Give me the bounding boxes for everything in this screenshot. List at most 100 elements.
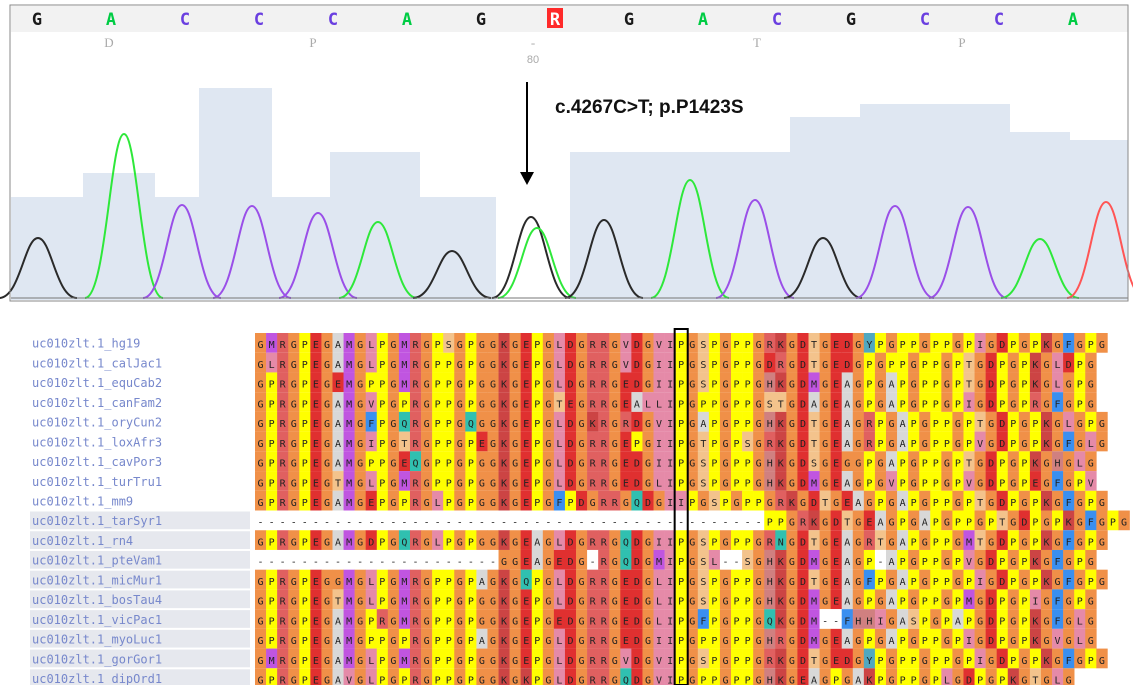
residue-cell	[786, 392, 798, 412]
residue-cell	[719, 530, 732, 550]
residue-letter: G	[689, 340, 695, 351]
residue-cell	[1074, 411, 1086, 432]
residue-letter: D	[811, 498, 817, 509]
residue-letter: A	[900, 439, 906, 450]
residue-cell	[421, 668, 433, 685]
residue-cell	[930, 372, 942, 393]
residue-letter: G	[889, 676, 895, 685]
residue-cell	[299, 392, 311, 412]
residue-cell	[288, 589, 300, 610]
residue-cell	[631, 352, 643, 373]
residue-letter: I	[667, 636, 673, 647]
residue-cell	[996, 530, 1009, 550]
residue-cell	[963, 668, 975, 685]
residue-letter: G	[357, 597, 363, 608]
residue-letter: G	[645, 676, 651, 685]
trace-peak	[650, 178, 730, 299]
residue-letter: P	[1021, 616, 1027, 627]
residue-letter: A	[844, 557, 850, 568]
residue-letter: P	[302, 597, 308, 608]
residue-cell	[675, 333, 688, 353]
residue-cell	[1096, 333, 1108, 353]
residue-letter: G	[424, 380, 430, 391]
residue-letter: G	[922, 340, 928, 351]
residue-letter: I	[1032, 597, 1038, 608]
residue-cell	[620, 530, 632, 550]
residue-cell	[1074, 589, 1086, 610]
sequence-name: uc010zlt.1_canFam2	[32, 396, 162, 410]
residue-cell	[1029, 333, 1042, 353]
residue-letter: R	[280, 340, 287, 351]
residue-letter: L	[1055, 676, 1061, 685]
residue-cell	[387, 431, 400, 452]
residue-cell	[753, 490, 765, 511]
residue-letter: G	[1088, 360, 1094, 371]
residue-letter: D	[567, 636, 573, 647]
residue-cell	[387, 471, 400, 491]
residue-cell	[598, 372, 610, 393]
residue-cell	[531, 372, 544, 393]
residue-cell	[1074, 510, 1086, 531]
residue-cell	[764, 431, 776, 452]
residue-letter: P	[534, 340, 540, 351]
residue-cell	[299, 609, 311, 629]
residue-cell	[797, 490, 809, 511]
residue-cell	[609, 471, 621, 491]
residue-cell	[620, 609, 632, 629]
quality-bar	[199, 88, 272, 300]
residue-letter: D	[999, 419, 1005, 430]
residue-letter: G	[512, 577, 518, 588]
residue-letter: P	[734, 360, 740, 371]
residue-letter: G	[1055, 537, 1061, 548]
residue-letter: -	[745, 518, 751, 529]
residue-cell	[498, 609, 510, 629]
residue-letter: V	[656, 419, 662, 430]
residue-cell	[852, 648, 865, 669]
residue-cell	[974, 392, 986, 412]
residue-letter: E	[833, 597, 839, 608]
residue-letter: T	[977, 498, 983, 509]
residue-cell	[398, 372, 411, 393]
residue-cell	[1052, 471, 1064, 491]
residue-letter: P	[745, 419, 751, 430]
residue-cell	[620, 392, 632, 412]
residue-letter: -	[822, 616, 828, 627]
residue-letter: P	[1032, 498, 1038, 509]
residue-letter: G	[722, 577, 728, 588]
residue-letter: G	[1043, 597, 1049, 608]
residue-letter: G	[822, 340, 828, 351]
residue-cell	[930, 411, 942, 432]
residue-letter: P	[468, 459, 474, 470]
residue-cell	[786, 589, 798, 610]
residue-cell	[421, 609, 433, 629]
sequence-name: uc010zlt.1_tarSyr1	[32, 514, 162, 528]
residue-cell	[542, 392, 555, 412]
residue-cell	[708, 628, 721, 649]
residue-cell	[255, 490, 267, 511]
residue-cell	[708, 530, 721, 550]
residue-letter: G	[855, 399, 861, 410]
residue-cell	[985, 609, 997, 629]
residue-cell	[365, 490, 378, 511]
residue-letter: M	[346, 498, 352, 509]
residue-letter: G	[1077, 656, 1083, 667]
residue-cell	[1029, 392, 1042, 412]
residue-cell	[476, 510, 488, 531]
residue-cell	[531, 510, 544, 531]
residue-letter: G	[722, 676, 728, 685]
residue-cell	[476, 549, 488, 570]
residue-letter: G	[1010, 636, 1016, 647]
residue-letter: I	[667, 498, 673, 509]
residue-cell	[509, 333, 521, 353]
residue-letter: A	[335, 340, 341, 351]
residue-letter: P	[1088, 656, 1094, 667]
residue-cell	[1052, 628, 1064, 649]
residue-cell	[454, 431, 466, 452]
residue-cell	[1018, 589, 1031, 610]
residue-letter: -	[468, 518, 474, 529]
residue-cell	[731, 471, 743, 491]
residue-letter: D	[800, 577, 806, 588]
residue-letter: G	[889, 439, 895, 450]
residue-cell	[1007, 431, 1020, 452]
residue-letter: S	[446, 340, 452, 351]
